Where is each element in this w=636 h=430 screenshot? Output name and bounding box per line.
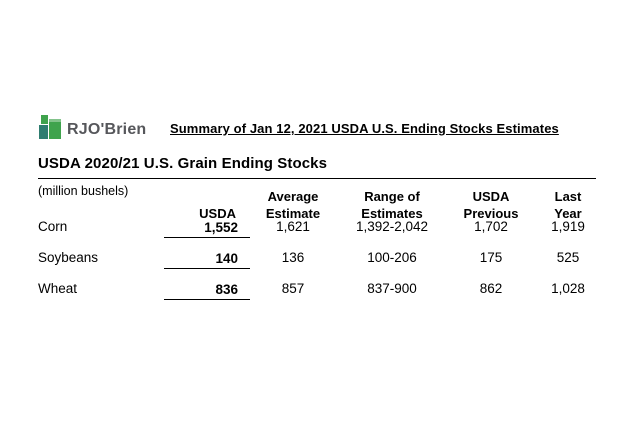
range-value: 100-206 (367, 250, 417, 265)
avg-estimate-value: 136 (281, 250, 305, 265)
column-header-last-year: Last Year (554, 189, 582, 222)
row-label: Corn (38, 219, 68, 234)
avg-estimate-value: 1,621 (276, 219, 310, 234)
rjobrien-logo-icon (38, 114, 62, 145)
column-header-usda-previous: USDA Previous (463, 189, 519, 222)
last-year-value: 525 (556, 250, 580, 265)
last-year-value: 1,919 (551, 219, 585, 234)
column-header-usda: USDA (199, 206, 236, 222)
row-label: Soybeans (38, 250, 99, 265)
usda-previous-value: 862 (479, 281, 503, 296)
title-divider (38, 178, 596, 179)
usda-value: 140 (164, 247, 250, 269)
usda-previous-value: 1,702 (474, 219, 508, 234)
ending-stocks-table: (million bushels) USDA Average Estimate … (38, 180, 602, 304)
page-header: RJO'Brien Summary of Jan 12, 2021 USDA U… (38, 114, 602, 145)
column-header-range-of-estimates: Range of Estimates (361, 189, 423, 222)
report-title: Summary of Jan 12, 2021 USDA U.S. Ending… (170, 121, 559, 136)
rjobrien-logo-text: RJO'Brien (67, 120, 147, 138)
usda-value: 1,552 (164, 216, 250, 238)
last-year-value: 1,028 (551, 281, 585, 296)
rjobrien-logo: RJO'Brien (38, 114, 170, 145)
unit-label: (million bushels) (38, 184, 129, 198)
range-value: 1,392-2,042 (355, 219, 429, 234)
table-title: USDA 2020/21 U.S. Grain Ending Stocks (38, 155, 328, 172)
range-value: 837-900 (367, 281, 417, 296)
avg-estimate-value: 857 (281, 281, 305, 296)
row-label: Wheat (38, 281, 78, 296)
usda-previous-value: 175 (479, 250, 503, 265)
usda-value: 836 (164, 278, 250, 300)
column-header-average-estimate: Average Estimate (265, 189, 321, 222)
